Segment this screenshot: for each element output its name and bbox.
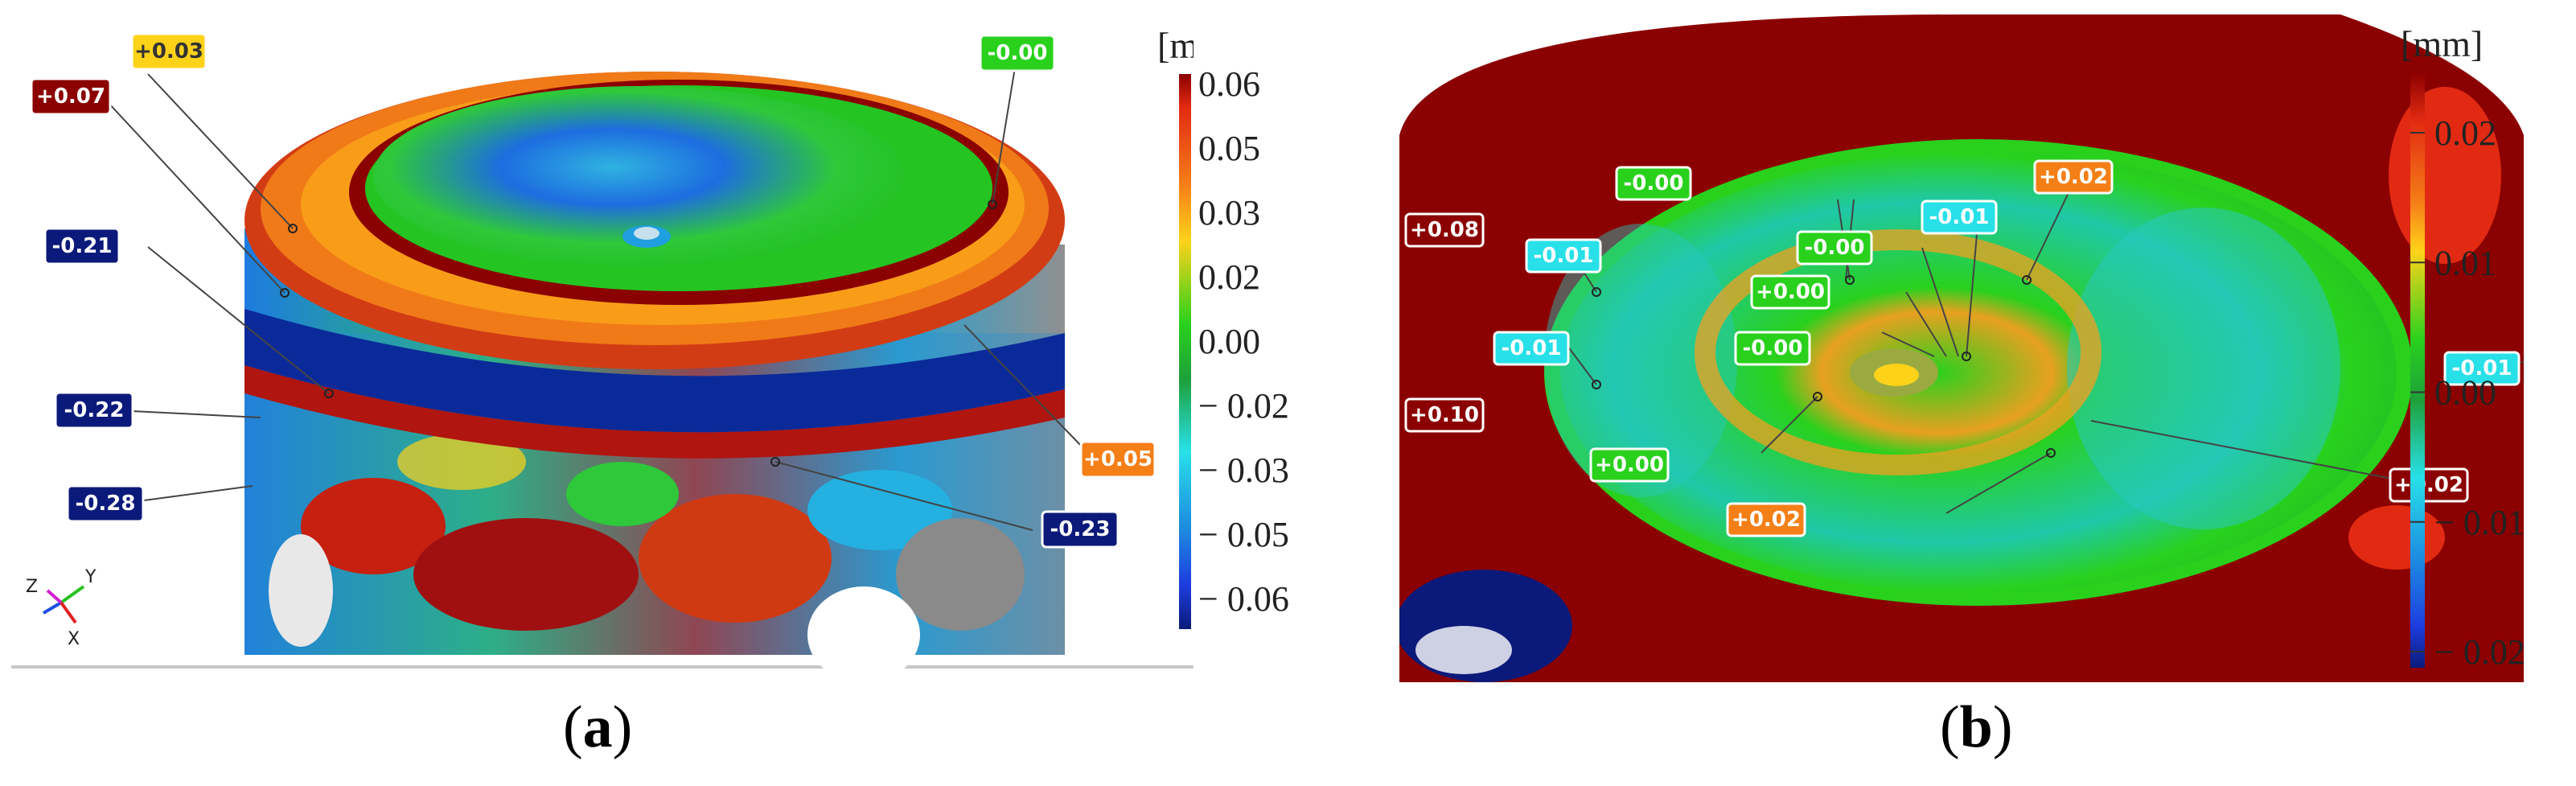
value-label-text: -0.22	[64, 398, 125, 422]
value-label: -0.01	[1525, 238, 1602, 274]
caption-b-open: (	[1940, 694, 1960, 760]
value-label-text: -0.01	[1929, 205, 1990, 229]
colorbar-a-tick-label: − 0.02	[1198, 386, 1289, 426]
value-label-text: -0.00	[1743, 336, 1803, 360]
value-label-text: +0.07	[36, 84, 105, 109]
colorbar-a-tick-label: 0.05	[1198, 129, 1260, 168]
colorbar-a-tick-label: 0.06	[1198, 64, 1260, 104]
colorbar-b-tick-label: 0.00	[2434, 373, 2496, 413]
colorbar: [mm]	[1157, 25, 1194, 629]
value-label-text: +0.00	[1756, 280, 1825, 304]
value-label-text: -0.00	[1805, 236, 1865, 260]
panel-a-leader-lines	[107, 57, 1086, 531]
colorbar-a-tick-label: − 0.05	[1198, 515, 1289, 554]
colorbar-a-tick-label: − 0.06	[1198, 579, 1289, 619]
colorbar-a-tick-label: − 0.03	[1198, 451, 1289, 490]
caption-b-letter: b	[1959, 694, 1993, 760]
panel-b-svg: +0.08 +0.10 -0.01 -0.00 -0.01 +0.00 -0.0…	[1399, 14, 2524, 682]
value-label: +0.02	[2389, 467, 2469, 503]
panel-b-deviation-map: +0.08 +0.10 -0.01 -0.00 -0.01 +0.00 -0.0…	[1399, 14, 2524, 682]
colorbar-unit: [mm]	[1157, 25, 1194, 66]
value-label: -0.23	[1041, 510, 1120, 549]
colorbar-gradient	[2410, 72, 2425, 668]
value-label-text: +0.03	[134, 39, 203, 64]
colorbar-a-tick-label: 0.03	[1198, 193, 1260, 233]
value-label-text: -0.00	[1624, 171, 1684, 195]
value-label-text: +0.02	[2039, 165, 2108, 189]
panel-a-measure-points	[280, 200, 997, 467]
caption-a-close: )	[612, 694, 633, 760]
colorbar-a-tick-label: 0.00	[1198, 322, 1260, 361]
axes-triad-icon: Y Z X	[26, 567, 97, 649]
value-label: +0.00	[1750, 274, 1830, 310]
value-label-text: -0.01	[1502, 336, 1562, 360]
colorbar-b-svg: [mm] 0.02 0.01 0.00 − 0.01 − 0.02	[2401, 23, 2525, 672]
colorbar-unit: [mm]	[2401, 23, 2483, 64]
panel-a-deviation-map: +0.03 +0.07 -0.00 -0.21 -0.22 -0.28 +0.0…	[11, 11, 1194, 679]
axis-y-label: Y	[84, 567, 97, 587]
value-label: -0.21	[43, 227, 121, 265]
caption-b-close: )	[1992, 694, 2013, 760]
caption-a-open: (	[563, 694, 583, 760]
value-label-text: -0.23	[1050, 517, 1111, 541]
value-label-text: -0.01	[2452, 356, 2512, 381]
axis-z-label: Z	[26, 577, 38, 597]
caption-b: (b)	[1940, 693, 2012, 762]
colorbar-b-ticks: 0.02 0.01 0.00 − 0.01 − 0.02	[2410, 113, 2525, 672]
caption-a: (a)	[563, 693, 632, 762]
colorbar-b: [mm] 0.02 0.01 0.00 − 0.01 − 0.02	[2401, 0, 2576, 692]
value-label: -0.28	[66, 484, 145, 523]
colorbar-b-tick-label: − 0.01	[2434, 503, 2525, 542]
value-label-text: -0.21	[52, 234, 113, 258]
value-label-text: -0.28	[76, 492, 136, 516]
value-label: -0.00	[1796, 230, 1873, 265]
colorbar-b-tick-label: 0.02	[2434, 113, 2496, 153]
colorbar-a-ticks: 0.06 0.05 0.03 0.02 0.00 − 0.02 − 0.03 − 0.05 − …	[1195, 0, 1356, 692]
value-label: -0.00	[979, 34, 1056, 72]
value-label-text: +0.05	[1083, 447, 1152, 471]
value-label-text: +0.02	[1732, 508, 1801, 532]
value-label: +0.07	[30, 77, 112, 116]
value-label-text: -0.01	[1534, 244, 1594, 268]
value-label: -0.01	[1493, 331, 1570, 366]
colorbar-b-tick-label: − 0.02	[2434, 632, 2525, 672]
value-label: -0.00	[1615, 166, 1692, 201]
value-label-text: +0.08	[1410, 218, 1479, 242]
value-label: -0.01	[1921, 200, 1998, 235]
value-label-text: +0.00	[1595, 453, 1664, 477]
value-label: -0.00	[1734, 331, 1811, 366]
axis-x-label: X	[68, 629, 80, 649]
value-label: -0.01	[2443, 351, 2521, 386]
value-label: +0.10	[1404, 397, 1485, 433]
value-label: +0.08	[1404, 212, 1485, 248]
colorbar-b-tick-label: 0.01	[2434, 243, 2496, 282]
value-label-text: -0.00	[988, 41, 1048, 65]
value-label: +0.00	[1589, 447, 1670, 483]
value-label-text: +0.02	[2394, 473, 2463, 497]
panel-b-leader-lines	[1559, 179, 2524, 514]
colorbar-gradient	[1179, 74, 1191, 629]
panel-a-svg: +0.03 +0.07 -0.00 -0.21 -0.22 -0.28 +0.0…	[11, 11, 1194, 679]
value-label: +0.03	[130, 32, 207, 71]
value-label: -0.22	[54, 391, 134, 430]
colorbar-a-tick-label: 0.02	[1198, 257, 1260, 297]
caption-a-letter: a	[582, 694, 613, 760]
piston-model	[244, 72, 1065, 679]
value-label-text: +0.10	[1410, 403, 1479, 427]
value-label: +0.02	[1726, 502, 1806, 537]
value-label: +0.02	[2033, 159, 2114, 195]
value-label: +0.05	[1079, 440, 1157, 479]
